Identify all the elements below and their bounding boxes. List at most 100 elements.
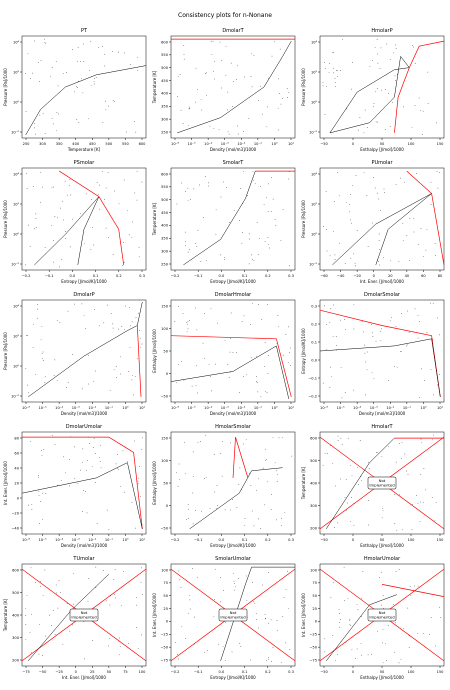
data-point — [33, 228, 35, 230]
data-point — [220, 577, 222, 578]
data-point — [339, 478, 341, 480]
data-point — [395, 571, 397, 572]
y-tick-label: −75 — [160, 658, 168, 662]
data-point — [278, 129, 280, 131]
data-point — [382, 509, 384, 511]
data-point — [182, 313, 184, 314]
y-tick-label: 150 — [161, 304, 169, 308]
data-point — [251, 510, 253, 512]
data-point — [26, 384, 28, 386]
x-tick-label: 0.3 — [288, 670, 294, 674]
data-point — [365, 361, 367, 363]
y-tick-label: 50 — [163, 349, 168, 353]
x-tick-label: −0.1 — [194, 538, 203, 542]
data-point — [266, 197, 268, 199]
data-point — [177, 75, 179, 77]
x-tick-label: −0.2 — [171, 670, 180, 674]
data-point — [93, 244, 95, 246]
data-point — [181, 626, 183, 628]
data-point — [36, 304, 38, 305]
data-point — [136, 597, 137, 599]
data-point — [53, 261, 54, 263]
data-point — [124, 52, 125, 54]
data-point — [230, 442, 231, 444]
data-point — [265, 617, 266, 619]
data-point — [177, 486, 179, 487]
x-tick-label: 300 — [39, 142, 47, 146]
y-tick-label: 450 — [161, 211, 169, 215]
data-point — [365, 394, 366, 396]
data-point — [373, 378, 375, 380]
data-point — [403, 628, 404, 630]
data-point — [82, 448, 84, 450]
data-point — [432, 302, 434, 304]
data-point — [405, 470, 407, 472]
data-point — [45, 493, 47, 494]
data-point — [381, 455, 383, 457]
data-point — [440, 617, 442, 619]
data-point — [339, 626, 341, 628]
data-point — [225, 45, 227, 47]
data-point — [205, 73, 206, 74]
data-point — [188, 518, 189, 519]
data-point — [205, 434, 207, 436]
data-point — [51, 187, 53, 189]
data-point — [69, 179, 71, 181]
data-point-cloud — [177, 40, 290, 135]
subplot-title: PT — [81, 28, 88, 34]
y-tick-label: 100 — [161, 327, 169, 331]
data-point — [195, 67, 197, 69]
data-point — [86, 470, 87, 472]
data-point — [417, 502, 419, 504]
x-tick-label: 10⁻⁶ — [171, 406, 179, 410]
data-point — [213, 616, 215, 618]
data-point — [270, 509, 272, 511]
data-point — [230, 62, 232, 64]
data-point — [364, 352, 366, 354]
data-point — [341, 397, 343, 399]
data-point — [99, 461, 101, 462]
data-point — [220, 453, 222, 454]
data-point — [405, 345, 407, 347]
data-point — [25, 264, 26, 266]
data-point — [400, 350, 402, 352]
x-tick-label: 10⁻⁵ — [188, 406, 196, 410]
y-tick-label: −20 — [11, 511, 19, 515]
y-axis-label: Pressure [Pa]/1000 — [301, 200, 306, 238]
y-tick-label: 600 — [12, 568, 20, 572]
data-point — [90, 85, 92, 87]
data-point — [134, 440, 135, 442]
saturation-curve — [319, 309, 441, 397]
data-point — [371, 222, 373, 224]
data-point — [257, 254, 259, 256]
data-point — [266, 392, 268, 393]
data-point — [333, 67, 334, 69]
data-point — [264, 366, 265, 368]
data-point — [187, 124, 189, 126]
data-point — [288, 607, 289, 609]
data-point — [280, 103, 282, 105]
data-point — [394, 651, 395, 653]
y-tick-label: 500 — [310, 459, 318, 463]
data-point — [361, 616, 362, 617]
x-tick-label: 0 — [373, 274, 376, 278]
data-point — [335, 70, 337, 71]
data-point — [340, 70, 341, 71]
data-point — [241, 242, 243, 244]
data-point — [137, 69, 139, 71]
data-point — [324, 452, 326, 454]
x-tick-label: 50 — [380, 670, 385, 674]
data-point — [288, 265, 290, 266]
data-point — [246, 599, 248, 601]
x-tick-label: −0.1 — [194, 670, 203, 674]
data-point — [39, 623, 41, 625]
x-tick-label: 10⁻⁵ — [39, 406, 47, 410]
x-tick-label: 10⁰ — [420, 406, 427, 410]
x-tick-label: 400 — [72, 142, 80, 146]
x-tick-label: 0.2 — [116, 274, 122, 278]
data-point — [246, 374, 248, 376]
data-point — [250, 76, 252, 77]
data-point — [381, 571, 382, 573]
data-point — [262, 113, 263, 115]
data-point — [206, 259, 207, 261]
